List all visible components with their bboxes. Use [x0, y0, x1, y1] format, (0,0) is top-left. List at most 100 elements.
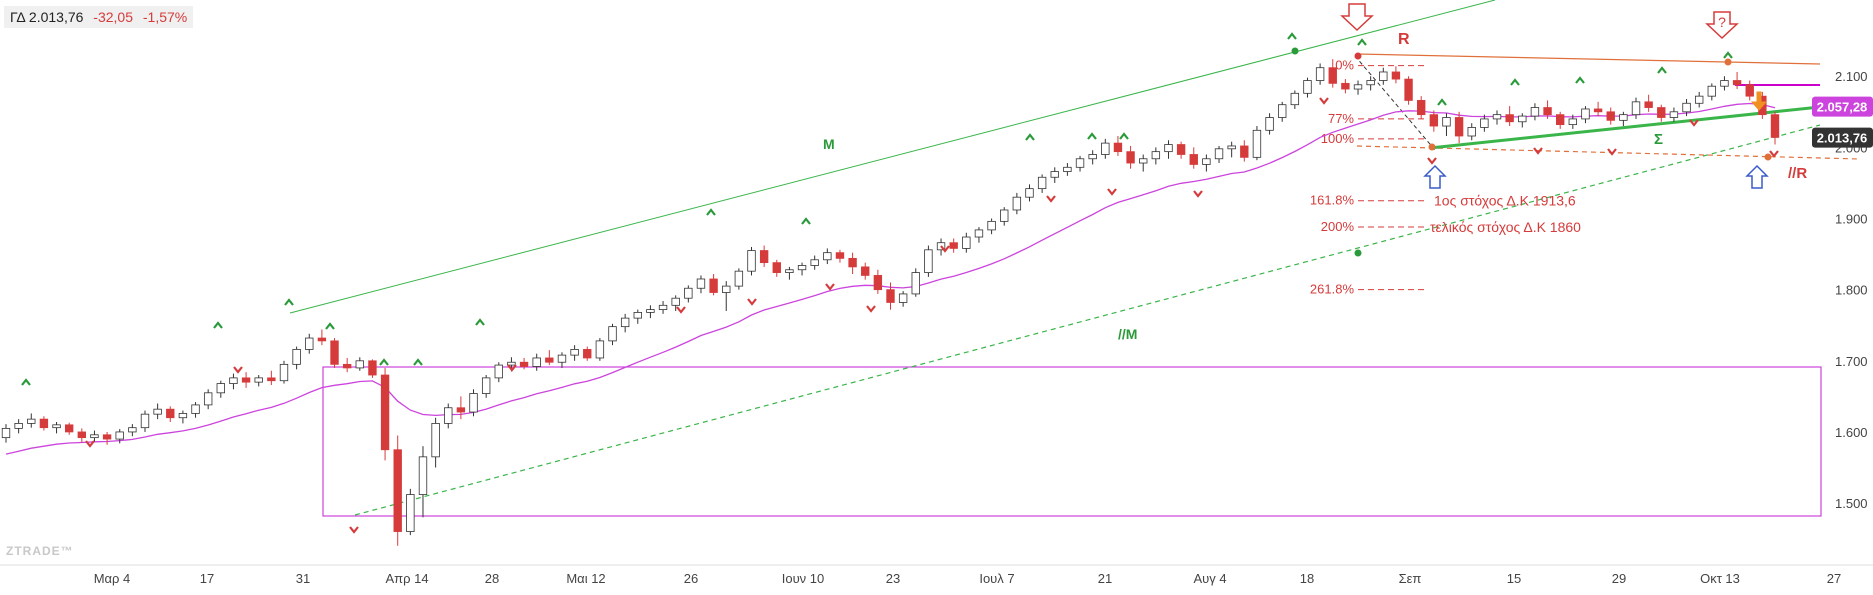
candle — [77, 428, 87, 443]
trend-label-parallel-m: //M — [1118, 326, 1137, 342]
candle — [583, 346, 592, 361]
candle-body — [722, 285, 731, 293]
candle-body — [557, 354, 567, 363]
candle-body — [620, 317, 630, 328]
candle — [191, 402, 200, 418]
candle — [1164, 140, 1173, 159]
candle-body — [14, 423, 23, 429]
candle-body — [747, 250, 756, 272]
candle-body — [1606, 111, 1615, 121]
candle — [494, 362, 503, 383]
candle-body — [595, 340, 605, 359]
candle — [52, 421, 61, 434]
candle-body — [1189, 154, 1198, 165]
candle-body — [671, 297, 680, 306]
candle — [684, 285, 693, 303]
x-tick-label: 23 — [886, 571, 900, 586]
candle-body — [1480, 118, 1489, 128]
down-arrow-icon — [1705, 11, 1739, 40]
candle — [1480, 114, 1489, 132]
candle-body — [1075, 158, 1085, 168]
candle — [1265, 113, 1274, 135]
candle-body — [431, 423, 440, 458]
candle-body — [418, 456, 428, 495]
candle — [1556, 111, 1565, 129]
y-tick-label: 2.100 — [1835, 69, 1868, 84]
candle-body — [166, 408, 175, 419]
candle-body — [886, 289, 895, 303]
candle — [1353, 80, 1363, 95]
candle-body — [1126, 151, 1135, 164]
candle — [1366, 76, 1375, 91]
candle — [1720, 76, 1729, 91]
candle-body — [1214, 148, 1224, 160]
candle — [1, 424, 11, 443]
candle — [140, 410, 150, 432]
candle-body — [1088, 154, 1097, 160]
candle-body — [444, 407, 453, 424]
fractal-down-marker — [349, 526, 359, 534]
candle-body — [545, 357, 554, 363]
candle — [1113, 136, 1123, 156]
candle — [962, 232, 971, 253]
candle-body — [1240, 145, 1249, 158]
candle-body — [1505, 114, 1514, 123]
candle-body — [481, 377, 491, 394]
question-mark-label: ? — [1718, 14, 1726, 30]
candle — [949, 238, 958, 253]
fractal-down-marker — [1107, 188, 1117, 196]
candle-body — [1391, 71, 1401, 80]
candle — [90, 430, 99, 442]
candle-body — [1543, 107, 1552, 116]
fractal-up-marker — [475, 318, 485, 326]
candle — [873, 269, 883, 294]
candle — [1075, 155, 1085, 172]
candle-body — [115, 431, 124, 440]
trend-label-parallel-r: //R — [1788, 165, 1807, 182]
candle-body — [178, 413, 188, 419]
candle-body — [229, 377, 238, 384]
candle — [747, 246, 756, 276]
candle — [292, 346, 301, 370]
candle — [1593, 101, 1603, 117]
candle — [810, 255, 819, 270]
candle — [1290, 90, 1300, 109]
candle — [1657, 104, 1666, 122]
candle-body — [911, 272, 920, 295]
candle — [848, 252, 857, 275]
candle — [267, 370, 276, 385]
candle — [646, 305, 655, 319]
fractal-up-marker — [801, 217, 811, 225]
candle-body — [532, 357, 541, 367]
candle-body — [949, 242, 958, 249]
fractal-down-marker — [747, 298, 757, 306]
fractal-up-marker — [1575, 76, 1585, 84]
trendline-parallel-m — [354, 124, 1821, 516]
candle — [620, 313, 630, 333]
candle-body — [1176, 144, 1186, 155]
candle — [608, 323, 617, 346]
candle-body — [1745, 84, 1754, 97]
candle — [203, 389, 213, 410]
candle-body — [1139, 158, 1148, 164]
fractal-up-marker — [21, 378, 31, 386]
fractal-up-marker — [413, 358, 423, 366]
candle — [317, 329, 327, 346]
candle-body — [1366, 80, 1375, 86]
trend-label-m: M — [823, 136, 835, 152]
candle-body — [52, 424, 61, 429]
candle — [1012, 192, 1022, 215]
candle — [1467, 123, 1476, 141]
candle-body — [1581, 108, 1590, 120]
candle — [557, 352, 567, 368]
candle — [1581, 106, 1590, 124]
candle — [1139, 154, 1148, 172]
candle — [393, 435, 402, 546]
candle — [545, 350, 554, 366]
candle-body — [355, 360, 364, 369]
candle-body — [494, 364, 503, 379]
candle-body — [1101, 142, 1110, 155]
fib-level-label: 77% — [1328, 111, 1354, 126]
candle — [1126, 145, 1135, 169]
